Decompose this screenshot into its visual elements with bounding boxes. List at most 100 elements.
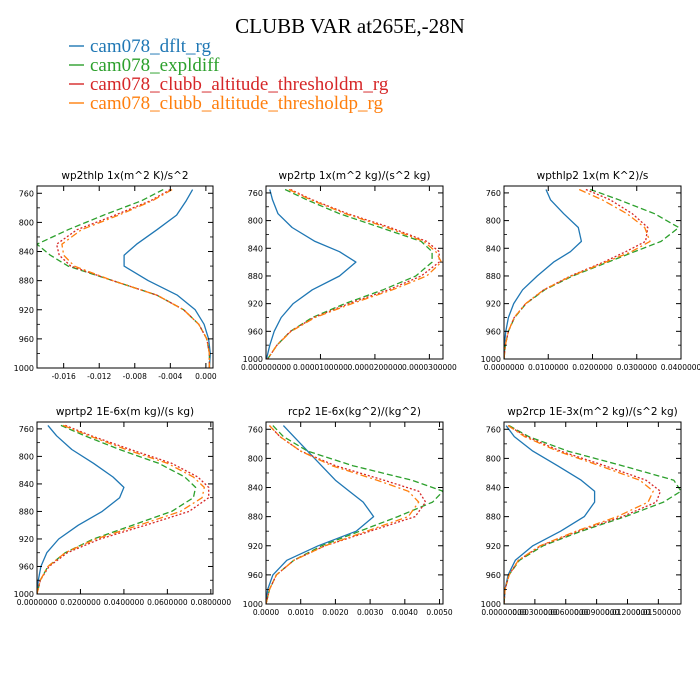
legend-item: cam078_clubb_altitude_thresholdm_rg <box>69 74 389 95</box>
x-tick-label: 0.0100000 <box>528 363 569 372</box>
x-tick-label: 0.000000000 <box>241 363 291 372</box>
y-tick-label: 960 <box>19 562 34 571</box>
panel-2: wp2rtp 1x(m^2 kg)/(s^2 kg) 760 800 840 880 92… <box>241 170 457 372</box>
x-tick-label: 0.0050 <box>426 608 452 617</box>
y-tick-label: 960 <box>486 571 501 580</box>
series-line <box>504 425 681 604</box>
plot-frame <box>265 421 444 605</box>
x-tick-label: 0.0800000 <box>191 598 232 607</box>
y-tick-label: 880 <box>486 513 501 522</box>
legend-label: cam078_clubb_altitude_thresholdp_rg <box>90 93 384 114</box>
series-line <box>267 188 443 359</box>
legend-label: cam078_expldiff <box>90 55 220 76</box>
x-tick-label: 0.0300000 <box>616 363 657 372</box>
y-tick-label: 760 <box>248 425 263 434</box>
x-tick-label: -0.004 <box>158 372 182 381</box>
x-tick-label: 0.0600000 <box>147 598 188 607</box>
legend-item: cam078_expldiff <box>69 55 220 76</box>
x-tick-label: 0.000 <box>195 372 217 381</box>
x-tick-label: 0.00600000 <box>543 608 589 617</box>
panel-5: rcp2 1E-6x(kg^2)/(kg^2) 760 800 840 880 920 96… <box>243 406 453 617</box>
x-tick-label: 0.0400000 <box>661 363 700 372</box>
panel-3: wpthlp2 1x(m K^2)/s 760 800 840 880 920 960 100… <box>481 170 700 372</box>
y-tick-label: 960 <box>19 335 34 344</box>
x-tick-label: 0.0400000 <box>104 598 145 607</box>
series-line <box>504 425 662 604</box>
series-line <box>37 424 210 594</box>
y-tick-label: 920 <box>248 300 263 309</box>
series-line <box>37 424 205 594</box>
y-tick-label: 880 <box>19 507 34 516</box>
series-lines <box>504 188 680 359</box>
y-tick-label: 800 <box>486 454 501 463</box>
y-tick-label: 920 <box>486 300 501 309</box>
legend: cam078_dflt_rgcam078_expldiffcam078_club… <box>69 36 389 114</box>
series-line <box>504 189 583 359</box>
x-tick-label: 0.00300000 <box>512 608 558 617</box>
panel-title: rcp2 1E-6x(kg^2)/(kg^2) <box>288 406 421 418</box>
y-tick-label: 1000 <box>243 600 263 609</box>
y-tick-label: 800 <box>486 217 501 226</box>
x-tick-label: 0.0000200000 <box>347 363 402 372</box>
series-line <box>123 189 211 368</box>
series-lines <box>266 425 443 604</box>
panel-title: wp2thlp 1x(m^2 K)/s^2 <box>61 170 188 182</box>
figure-title: CLUBB VAR at265E,-28N <box>235 14 465 38</box>
y-tick-label: 760 <box>248 189 263 198</box>
x-tick-label: 0.00000000 <box>481 608 527 617</box>
series-line <box>266 425 375 604</box>
x-tick-label: 0.0000100000 <box>293 363 348 372</box>
y-tick-label: 880 <box>248 513 263 522</box>
panel-title: wp2rtp 1x(m^2 kg)/(s^2 kg) <box>278 170 430 182</box>
y-tick-label: 840 <box>486 484 501 493</box>
plot-frame <box>36 421 214 595</box>
x-tick-label: 0.0200000 <box>572 363 613 372</box>
plot-frame <box>265 185 444 360</box>
panels: wp2thlp 1x(m^2 K)/s^2 760 800 840 880 920 960 1… <box>14 170 700 617</box>
series-line <box>61 189 211 368</box>
plot-frame <box>503 421 682 605</box>
legend-item: cam078_clubb_altitude_thresholdp_rg <box>69 93 384 114</box>
series-line <box>504 188 651 359</box>
x-tick-label: 0.0020 <box>322 608 348 617</box>
x-tick-label: 0.01500000 <box>636 608 682 617</box>
y-tick-label: 880 <box>248 272 263 281</box>
panel-title: wp2rcp 1E-3x(m^2 kg)/(s^2 kg) <box>507 406 678 418</box>
y-tick-label: 760 <box>19 189 34 198</box>
series-lines <box>266 188 443 359</box>
x-tick-label: 0.01200000 <box>605 608 651 617</box>
series-line <box>266 189 357 359</box>
y-tick-label: 1000 <box>14 590 34 599</box>
x-tick-label: -0.012 <box>87 372 111 381</box>
x-tick-label: 0.0000 <box>253 608 279 617</box>
y-tick-label: 800 <box>248 454 263 463</box>
y-tick-label: 1000 <box>243 355 263 364</box>
x-tick-label: -0.008 <box>123 372 147 381</box>
x-tick-label: 0.0030 <box>357 608 383 617</box>
series-line <box>504 425 596 604</box>
y-tick-label: 1000 <box>14 364 34 373</box>
y-tick-label: 1000 <box>481 600 501 609</box>
x-tick-label: 0.0000300000 <box>402 363 457 372</box>
y-tick-label: 840 <box>248 244 263 253</box>
legend-label: cam078_dflt_rg <box>90 36 212 57</box>
y-tick-label: 880 <box>486 272 501 281</box>
panel-4: wprtp2 1E-6x(m kg)/(s kg) 760 800 840 880 920… <box>14 406 232 607</box>
x-tick-label: 0.00900000 <box>574 608 620 617</box>
legend-label: cam078_clubb_altitude_thresholdm_rg <box>90 74 389 95</box>
series-line <box>504 425 654 604</box>
y-tick-label: 880 <box>19 277 34 286</box>
y-tick-label: 960 <box>486 327 501 336</box>
y-tick-label: 920 <box>19 306 34 315</box>
y-tick-label: 920 <box>486 542 501 551</box>
y-tick-label: 840 <box>486 244 501 253</box>
panel-title: wprtp2 1E-6x(m kg)/(s kg) <box>56 406 194 418</box>
x-tick-label: -0.016 <box>52 372 76 381</box>
panel-6: wp2rcp 1E-3x(m^2 kg)/(s^2 kg) 760 800 840 88… <box>481 406 682 617</box>
y-tick-label: 960 <box>248 571 263 580</box>
x-tick-label: 0.0000000 <box>17 598 58 607</box>
series-lines <box>37 189 211 368</box>
x-tick-label: 0.0200000 <box>60 598 101 607</box>
plot-frame <box>36 185 214 369</box>
